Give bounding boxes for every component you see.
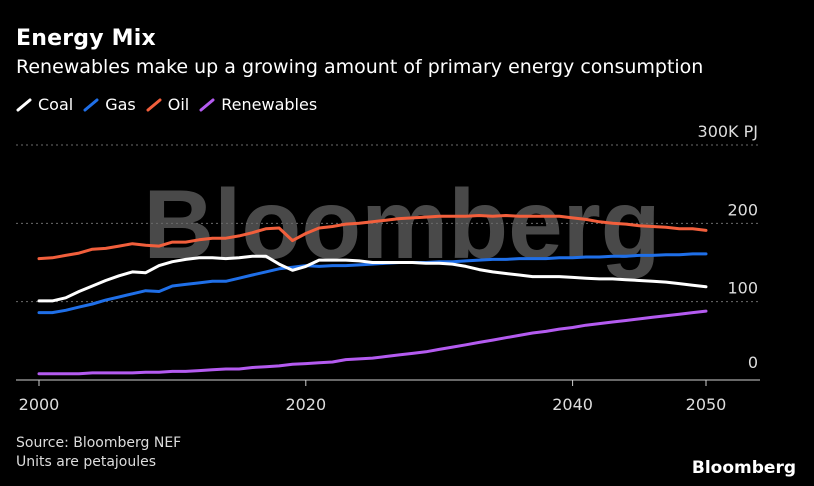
series-line-renewables xyxy=(37,309,708,376)
legend-swatch-gas xyxy=(83,98,99,111)
chart-title: Energy Mix xyxy=(16,26,156,51)
y-tick-label: 300K PJ xyxy=(698,122,758,141)
grid-layer xyxy=(16,144,760,303)
legend-label-oil: Oil xyxy=(167,95,190,114)
y-tick-label: 100 xyxy=(727,279,758,298)
legend-label-gas: Gas xyxy=(105,95,136,114)
x-tick-label: 2000 xyxy=(19,395,60,414)
footer: Source: Bloomberg NEF Units are petajoul… xyxy=(16,434,181,472)
series-line-coal xyxy=(37,254,708,303)
legend: Coal Gas Oil Renewables xyxy=(16,95,317,114)
source-note: Source: Bloomberg NEF xyxy=(16,435,182,451)
legend-swatch-coal xyxy=(16,98,32,111)
legend-item-gas: Gas xyxy=(83,95,136,114)
legend-item-oil: Oil xyxy=(146,95,189,114)
chart-subtitle: Renewables make up a growing amount of p… xyxy=(16,56,704,78)
series-line-oil xyxy=(37,214,708,261)
y-tick-label: 200 xyxy=(727,200,758,219)
brand-logo: Bloomberg xyxy=(691,458,796,478)
x-tick-label: 2050 xyxy=(686,395,727,414)
legend-item-renewables: Renewables xyxy=(199,95,317,114)
legend-label-renewables: Renewables xyxy=(221,95,318,114)
legend-swatch-renewables xyxy=(199,98,215,111)
legend-swatch-oil xyxy=(146,98,162,111)
x-tick-label: 2040 xyxy=(552,395,593,414)
units-note: Units are petajoules xyxy=(16,454,157,470)
x-tick-label: 2020 xyxy=(285,395,326,414)
y-tick-label: 0 xyxy=(748,353,758,372)
legend-label-coal: Coal xyxy=(38,95,74,114)
series-layer xyxy=(37,214,708,376)
series-line-gas xyxy=(37,252,708,315)
legend-item-coal: Coal xyxy=(16,95,73,114)
axis-layer: 0 100 200 300K PJ 2000 2020 2040 2050 xyxy=(16,122,760,414)
watermark: Bloomberg xyxy=(143,169,660,279)
